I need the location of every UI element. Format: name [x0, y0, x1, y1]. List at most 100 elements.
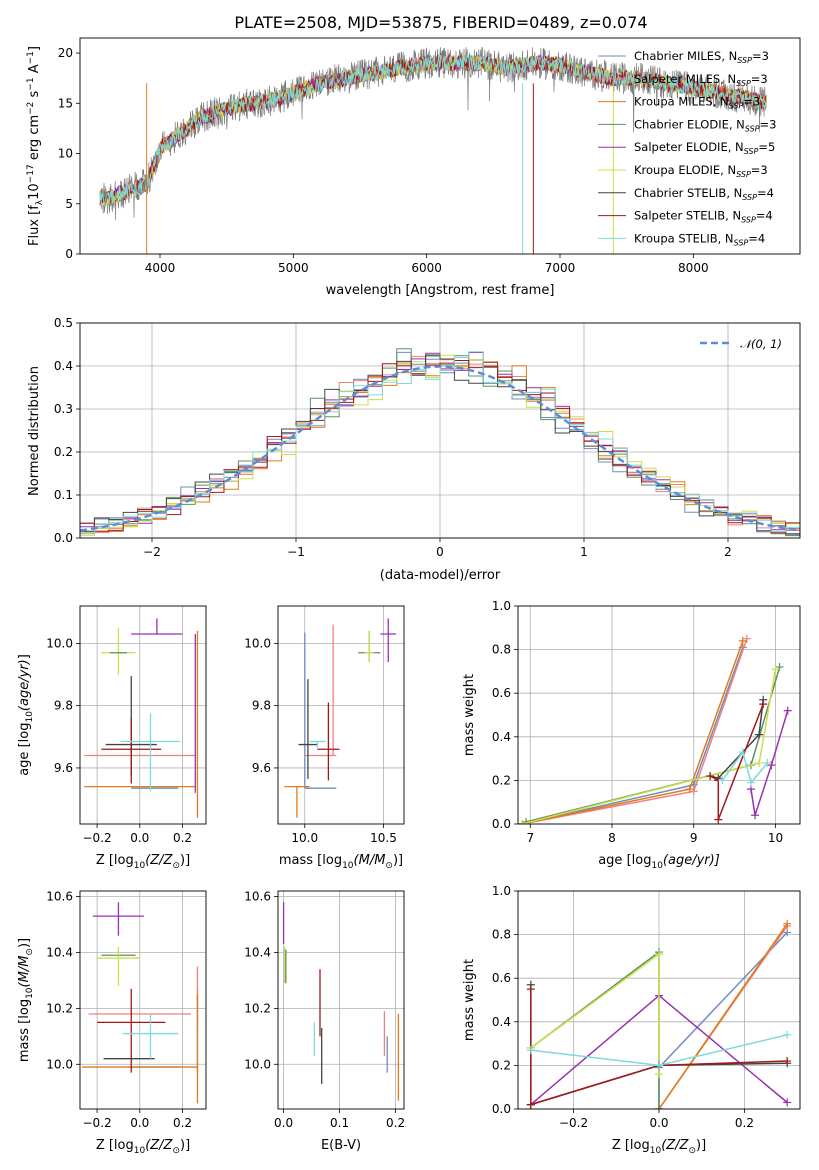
- y-tick-label: 0.6: [492, 686, 511, 700]
- x-axis-label-text: (age/yr)]: [663, 853, 720, 868]
- y-tick-label: 0.2: [492, 1058, 511, 1072]
- plot-area: [99, 47, 767, 254]
- y-axis-label-part: s: [27, 90, 42, 101]
- legend-entry: Salpeter ELODIE, NSSP=5: [634, 140, 775, 156]
- x-axis-label-text: (Z/Z: [145, 1138, 173, 1153]
- mass-weight-marker: [751, 811, 760, 820]
- normal-reference-curve: [80, 365, 800, 532]
- x-axis-label: (data-model)/error: [380, 568, 501, 583]
- mass-weight-marker: [706, 772, 715, 781]
- x-axis-label: mass [log10(M/M⊙)]: [279, 853, 403, 871]
- mass-weight-marker: [738, 748, 747, 757]
- y-axis-label-part: −2: [26, 102, 36, 115]
- legend-entry: Kroupa STELIB, NSSP=4: [634, 231, 765, 247]
- spectrum-line: [99, 55, 767, 207]
- legend-suffix: =3: [743, 95, 760, 109]
- x-axis-label-sub: 10: [651, 861, 663, 871]
- legend-sub: SSP: [736, 79, 751, 88]
- x-tick-label: 2: [724, 545, 732, 559]
- y-tick-label: 10.2: [244, 1001, 271, 1015]
- legend-suffix: =3: [751, 163, 768, 177]
- mass-weight-vs-metallicity-panel: −0.2 0.0 0.2 0.0 0.2 0.4 0.6 0.8 1.0 mass weight Z…: [462, 884, 801, 1156]
- y-tick-label: 10: [58, 147, 73, 161]
- y-tick-label: 0.3: [54, 402, 73, 416]
- y-tick-label: 9.6: [252, 761, 271, 775]
- plot-area: [518, 634, 792, 824]
- legend-label: Salpeter STELIB, N: [634, 209, 741, 223]
- mass-weight-line: [709, 699, 764, 780]
- x-tick-label: 9: [690, 831, 698, 845]
- y-tick-label: 0.5: [54, 316, 73, 330]
- legend-sub: SSP: [742, 193, 757, 202]
- x-tick-label: −2: [143, 545, 161, 559]
- y-tick-label: 1.0: [492, 884, 511, 898]
- axes-frame: [277, 605, 405, 825]
- y-tick-label: 10.0: [244, 1057, 271, 1071]
- x-axis-label-sub: ⊙: [688, 1146, 696, 1156]
- mass-weight-marker: [742, 634, 751, 643]
- axes-frame: [79, 605, 207, 825]
- mass-weight-marker: [655, 1105, 663, 1109]
- plot-area: [80, 348, 800, 538]
- legend-label: Kroupa MILES, N: [634, 95, 729, 109]
- legend-entry: Kroupa ELODIE, NSSP=3: [634, 163, 768, 179]
- axes-frame: [277, 890, 405, 1110]
- x-tick-label: 0.0: [274, 1116, 293, 1130]
- legend-suffix: =3: [752, 49, 769, 63]
- legend-sub: SSP: [744, 147, 759, 156]
- y-axis-label-part: age [log: [17, 723, 32, 776]
- mass-weight-marker: [771, 665, 780, 674]
- y-tick-label: 0: [65, 247, 73, 261]
- figure-title: PLATE=2508, MJD=53875, FIBERID=0489, z=0…: [234, 13, 647, 32]
- mass-weight-marker: [775, 663, 784, 672]
- mass-weight-line: [709, 703, 764, 820]
- mass-weight-line: [750, 710, 789, 816]
- y-tick-label: 10.4: [46, 945, 73, 959]
- plot-area: [284, 618, 397, 818]
- y-axis-label: Flux [fλ10−17 erg cm−2 s−1 A−1]: [26, 46, 45, 246]
- y-axis-label-part: (M/M: [17, 956, 32, 988]
- x-tick-label: 6000: [411, 261, 442, 275]
- y-axis-label-part: (age/yr): [17, 659, 32, 711]
- legend-label: Salpeter ELODIE, N: [634, 140, 744, 154]
- y-tick-label: 0.2: [492, 773, 511, 787]
- y-axis-label: mass weight: [462, 674, 477, 756]
- mass-weight-marker: [755, 758, 764, 767]
- legend-entry: Chabrier STELIB, NSSP=4: [634, 186, 774, 202]
- age-vs-mass-panel: 10.0 10.5 9.6 9.8 10.0 mass [log10(M/M⊙)]: [244, 605, 405, 871]
- plot-area: [526, 919, 792, 1109]
- y-tick-label: 15: [58, 96, 73, 110]
- x-tick-label: 4000: [145, 261, 176, 275]
- x-tick-label: 8: [608, 831, 616, 845]
- legend-entry: Salpeter STELIB, NSSP=4: [634, 209, 773, 225]
- y-axis-label-part: ]: [27, 46, 42, 51]
- x-axis-label: E(B-V): [321, 1138, 361, 1153]
- y-axis-label-part: ]: [17, 654, 32, 659]
- y-tick-label: 10.2: [46, 1001, 73, 1015]
- x-tick-label: 10.5: [370, 831, 397, 845]
- spectrum-line: [99, 54, 767, 206]
- legend-suffix: =5: [758, 140, 775, 154]
- axes-frame: [79, 37, 801, 255]
- y-axis-label-part: erg cm: [27, 115, 42, 164]
- y-tick-label: 0.8: [492, 643, 511, 657]
- y-tick-label: 0.2: [54, 445, 73, 459]
- y-tick-label: 10.0: [46, 1057, 73, 1071]
- mass-weight-marker: [759, 700, 768, 709]
- x-axis-label: Z [log10(Z/Z⊙)]: [612, 1138, 706, 1156]
- x-tick-label: −1: [287, 545, 305, 559]
- plot-area: [282, 902, 400, 1101]
- mass-weight-marker: [767, 761, 776, 770]
- x-axis-label-sub: ⊙: [385, 861, 393, 871]
- y-axis-label-part: A: [27, 64, 42, 77]
- x-axis-label-sub: 10: [134, 861, 146, 871]
- legend-entry: Kroupa MILES, NSSP=3: [634, 95, 760, 111]
- mass-weight-marker: [655, 1061, 663, 1070]
- y-axis-label: mass weight: [462, 959, 477, 1041]
- mass-weight-line: [658, 923, 788, 1109]
- legend-label: Kroupa ELODIE, N: [634, 163, 736, 177]
- y-tick-label: 0.0: [54, 531, 73, 545]
- mass-vs-reddening-panel: 0.0 0.1 0.2 10.0 10.2 10.4 10.6 E(B-V): [244, 890, 405, 1153]
- mass-weight-marker: [783, 919, 792, 928]
